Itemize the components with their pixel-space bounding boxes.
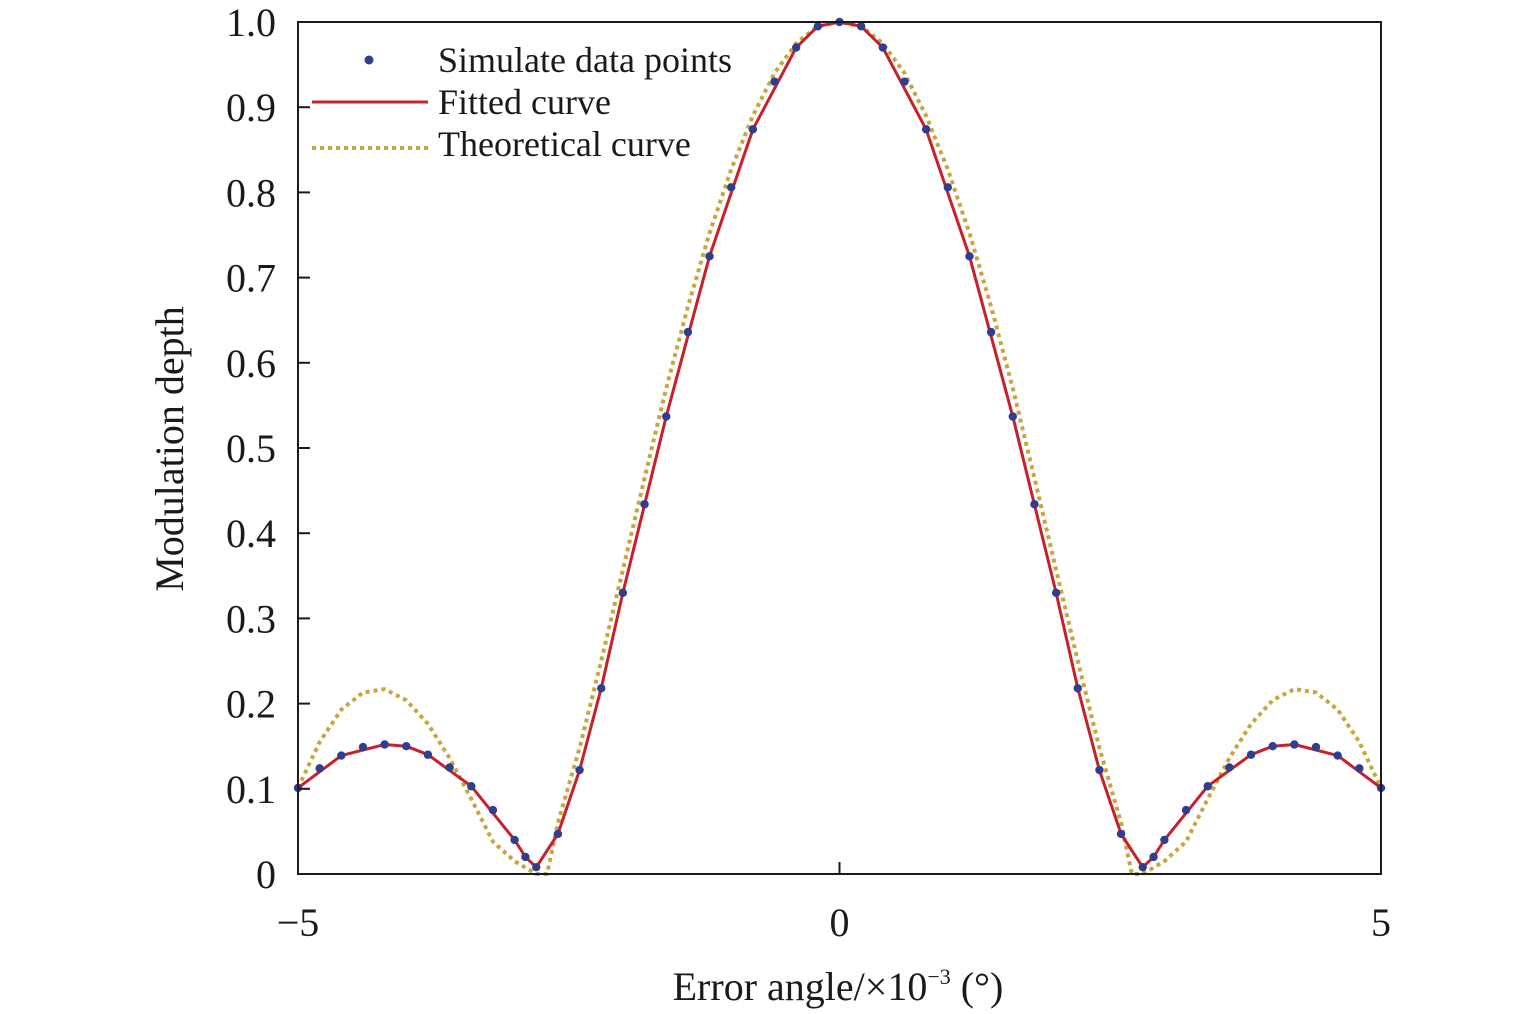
data-point: [402, 742, 411, 751]
data-point: [856, 22, 866, 31]
data-point: [1203, 782, 1212, 791]
data-point: [488, 805, 498, 815]
data-point: [1073, 684, 1082, 693]
data-point: [965, 252, 974, 261]
y-axis-label: Modulation depth: [147, 306, 192, 592]
legend-label-fitted: Fitted curve: [438, 82, 611, 122]
data-point: [358, 742, 368, 752]
data-point: [640, 500, 649, 509]
data-point: [791, 43, 801, 52]
data-point: [748, 125, 758, 134]
data-point: [1030, 500, 1039, 509]
ticks-layer: 00.10.20.30.40.50.60.70.80.91.0−5 0 5: [226, 0, 1391, 945]
data-point: [445, 763, 454, 772]
data-point: [423, 750, 433, 759]
data-point: [986, 327, 996, 337]
data-point: [1051, 588, 1061, 598]
data-point: [553, 829, 563, 839]
data-point: [1095, 765, 1104, 775]
data-point: [1333, 751, 1342, 760]
data-point: [597, 684, 606, 693]
y-tick-label: 0.5: [226, 426, 276, 471]
data-point: [618, 588, 628, 598]
x-tick-label: 5: [1371, 900, 1391, 945]
data-point: [813, 22, 823, 31]
data-point: [521, 852, 530, 862]
legend: Simulate data points Fitted curve Theore…: [312, 40, 732, 164]
y-tick-label: 0.2: [226, 682, 276, 727]
data-point: [575, 765, 584, 775]
y-tick-label: 0.7: [226, 256, 276, 301]
data-point: [337, 751, 346, 760]
legend-marker-simulate: [364, 55, 374, 65]
data-point: [1355, 764, 1364, 773]
legend-label-simulate: Simulate data points: [438, 40, 732, 80]
data-point: [1149, 852, 1158, 862]
data-point: [1116, 829, 1126, 839]
legend-label-theoretical: Theoretical curve: [438, 124, 691, 164]
x-tick-label: −5: [277, 900, 320, 945]
data-point: [532, 862, 541, 872]
data-point: [943, 183, 952, 192]
data-point: [1246, 750, 1256, 759]
data-point: [770, 77, 779, 86]
y-tick-label: 0.9: [226, 85, 276, 130]
y-tick-label: 0.3: [226, 596, 276, 641]
y-tick-label: 0.1: [226, 767, 276, 812]
data-point: [1268, 742, 1277, 751]
data-point: [900, 77, 909, 86]
data-point: [662, 412, 671, 421]
data-point: [510, 835, 519, 845]
data-point: [1138, 862, 1147, 872]
data-point: [315, 764, 324, 773]
data-point: [683, 327, 693, 337]
data-point: [1225, 763, 1234, 772]
y-tick-label: 0.8: [226, 170, 276, 215]
data-point: [1008, 412, 1017, 421]
x-axis-label-exponent: −3: [927, 964, 950, 989]
x-axis-label: Error angle/×10−3 (°): [673, 964, 1004, 1009]
data-point: [1311, 742, 1321, 752]
data-point: [921, 125, 931, 134]
data-point: [1160, 835, 1169, 845]
y-tick-label: 0.6: [226, 341, 276, 386]
data-point: [1290, 740, 1299, 749]
data-point: [467, 782, 476, 791]
data-point: [1181, 805, 1191, 815]
data-point: [878, 43, 888, 52]
theoretical-curve-line: [296, 20, 1383, 876]
x-tick-label: 0: [830, 900, 850, 945]
x-axis-label-unit: (°): [951, 964, 1004, 1009]
data-point: [380, 740, 389, 749]
data-point: [705, 252, 714, 261]
x-axis-label-main: Error angle/×10: [673, 964, 928, 1009]
y-tick-label: 1.0: [226, 0, 276, 45]
y-tick-label: 0: [256, 852, 276, 897]
y-tick-label: 0.4: [226, 511, 276, 556]
data-point: [727, 183, 736, 192]
